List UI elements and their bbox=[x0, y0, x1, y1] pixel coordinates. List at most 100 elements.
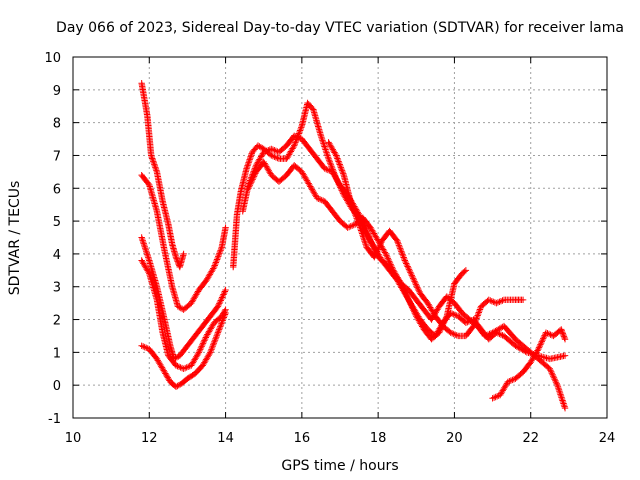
data-point bbox=[138, 235, 146, 243]
data-point bbox=[149, 156, 156, 164]
data-point bbox=[141, 241, 148, 249]
data-point bbox=[441, 317, 448, 324]
y-tick-label: 6 bbox=[53, 182, 61, 197]
data-point bbox=[481, 332, 489, 340]
data-point bbox=[217, 323, 224, 330]
data-point bbox=[377, 240, 384, 247]
y-tick-label: 0 bbox=[53, 379, 61, 394]
data-point bbox=[296, 128, 303, 136]
data-point bbox=[139, 237, 146, 244]
data-point bbox=[469, 324, 476, 331]
data-point bbox=[200, 338, 207, 346]
y-tick-label: 10 bbox=[44, 51, 61, 66]
data-point bbox=[504, 378, 512, 386]
data-point bbox=[448, 330, 456, 337]
y-tick-label: 7 bbox=[53, 149, 61, 164]
data-point bbox=[319, 137, 326, 144]
data-point bbox=[248, 151, 255, 159]
data-point bbox=[180, 250, 187, 258]
data-point bbox=[175, 363, 183, 371]
data-point bbox=[554, 381, 561, 389]
data-point bbox=[403, 261, 411, 269]
data-point bbox=[509, 376, 516, 384]
data-point bbox=[354, 218, 362, 225]
data-point bbox=[470, 322, 477, 330]
data-point bbox=[219, 292, 226, 300]
data-point bbox=[251, 171, 258, 179]
data-marks bbox=[138, 80, 569, 412]
data-point bbox=[246, 182, 254, 189]
data-point bbox=[536, 342, 543, 350]
data-point bbox=[388, 264, 396, 271]
data-point bbox=[138, 234, 145, 241]
data-point bbox=[406, 267, 413, 275]
data-point bbox=[382, 250, 389, 258]
data-point bbox=[324, 166, 331, 174]
data-point bbox=[250, 174, 257, 182]
data-point bbox=[473, 313, 481, 321]
data-point bbox=[398, 281, 405, 289]
data-point bbox=[490, 394, 498, 401]
data-point bbox=[437, 326, 444, 333]
data-point bbox=[212, 259, 220, 266]
data-point bbox=[547, 367, 554, 374]
data-point bbox=[143, 249, 150, 257]
data-point bbox=[409, 273, 416, 281]
data-point bbox=[357, 225, 364, 233]
data-point bbox=[534, 347, 541, 354]
data-point bbox=[214, 329, 222, 336]
data-point bbox=[209, 343, 216, 350]
data-point bbox=[334, 156, 342, 164]
data-point bbox=[326, 167, 333, 174]
data-point bbox=[371, 253, 378, 261]
data-point bbox=[539, 335, 547, 342]
data-point bbox=[492, 393, 499, 401]
data-point bbox=[408, 302, 415, 310]
data-point bbox=[402, 258, 409, 266]
data-point bbox=[153, 167, 160, 174]
data-point bbox=[324, 154, 332, 161]
data-point bbox=[486, 330, 493, 338]
data-point bbox=[352, 213, 360, 220]
data-point bbox=[145, 255, 152, 263]
data-point bbox=[142, 246, 149, 253]
data-point bbox=[142, 245, 149, 252]
data-point bbox=[389, 265, 396, 273]
data-point bbox=[328, 163, 335, 170]
data-point bbox=[206, 350, 213, 358]
data-point bbox=[384, 255, 392, 262]
data-point bbox=[318, 196, 325, 204]
data-point bbox=[208, 344, 216, 352]
data-point bbox=[173, 255, 180, 262]
data-point bbox=[344, 224, 351, 231]
data-point bbox=[216, 248, 224, 256]
data-point bbox=[404, 293, 411, 301]
x-tick-label: 16 bbox=[294, 431, 311, 446]
data-point bbox=[350, 207, 357, 214]
data-point bbox=[339, 168, 346, 176]
data-point bbox=[397, 246, 404, 254]
data-point bbox=[549, 371, 556, 378]
data-point bbox=[177, 364, 184, 371]
data-point bbox=[409, 305, 417, 313]
data-point bbox=[144, 252, 151, 260]
data-point bbox=[243, 163, 251, 171]
data-point bbox=[147, 152, 155, 159]
data-point bbox=[558, 327, 565, 334]
data-point bbox=[366, 234, 373, 241]
data-point bbox=[271, 153, 278, 160]
data-point bbox=[144, 251, 151, 258]
data-point bbox=[263, 147, 270, 155]
data-point bbox=[559, 398, 567, 406]
data-point bbox=[550, 373, 557, 380]
data-point bbox=[411, 308, 418, 315]
data-point bbox=[550, 374, 558, 381]
data-point bbox=[143, 344, 150, 351]
data-point bbox=[493, 393, 501, 400]
data-point bbox=[294, 133, 301, 141]
data-point bbox=[404, 263, 411, 270]
data-point bbox=[358, 228, 365, 236]
data-point bbox=[140, 240, 147, 247]
data-point bbox=[291, 140, 299, 148]
data-point bbox=[333, 153, 340, 161]
